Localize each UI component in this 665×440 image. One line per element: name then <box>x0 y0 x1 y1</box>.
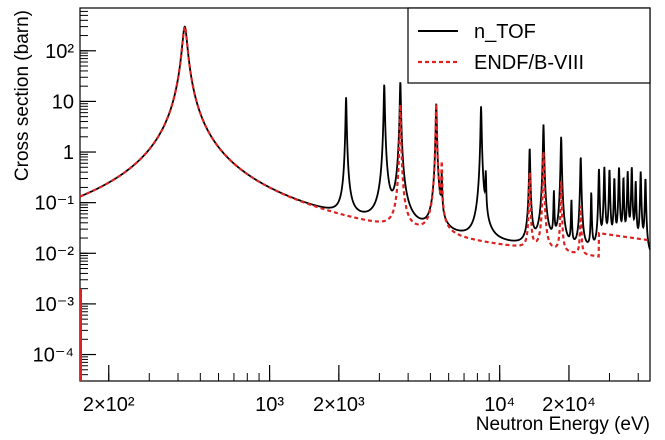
legend: n_TOF ENDF/B-VIII <box>407 7 651 84</box>
series-line-n-tof <box>79 25 651 250</box>
plot-frame <box>79 7 651 382</box>
y-tick-label: 10⁻² <box>35 243 75 265</box>
y-axis-title: Cross section (barn) <box>12 10 33 181</box>
legend-label-endf: ENDF/B-VIII <box>474 52 584 74</box>
x-tick-label: 10⁴ <box>484 394 515 416</box>
ticks <box>80 7 639 382</box>
tick-labels: 2×10² 10³ 2×10³ 10⁴ 2×10⁴ 10⁻⁴ 10⁻³ 10⁻² 10⁻¹ 1 10… <box>33 41 596 416</box>
series <box>79 25 651 381</box>
y-tick-label: 10⁻⁴ <box>33 345 74 367</box>
series-line-endf-b-viii <box>79 25 651 258</box>
x-tick-label: 2×10⁴ <box>542 394 596 416</box>
x-tick-label: 10³ <box>255 394 284 416</box>
y-tick-label: 10⁻³ <box>35 294 75 316</box>
y-tick-label: 10 <box>52 91 74 113</box>
y-tick-label: 1 <box>63 142 74 164</box>
y-tick-label: 10⁻¹ <box>35 193 75 215</box>
x-tick-label: 2×10³ <box>313 394 365 416</box>
x-axis-title: Neutron Energy (eV) <box>476 414 650 435</box>
legend-box <box>407 7 651 84</box>
x-tick-label: 2×10² <box>83 394 135 416</box>
legend-label-n-tof: n_TOF <box>474 21 536 43</box>
y-tick-label: 10² <box>45 41 74 63</box>
